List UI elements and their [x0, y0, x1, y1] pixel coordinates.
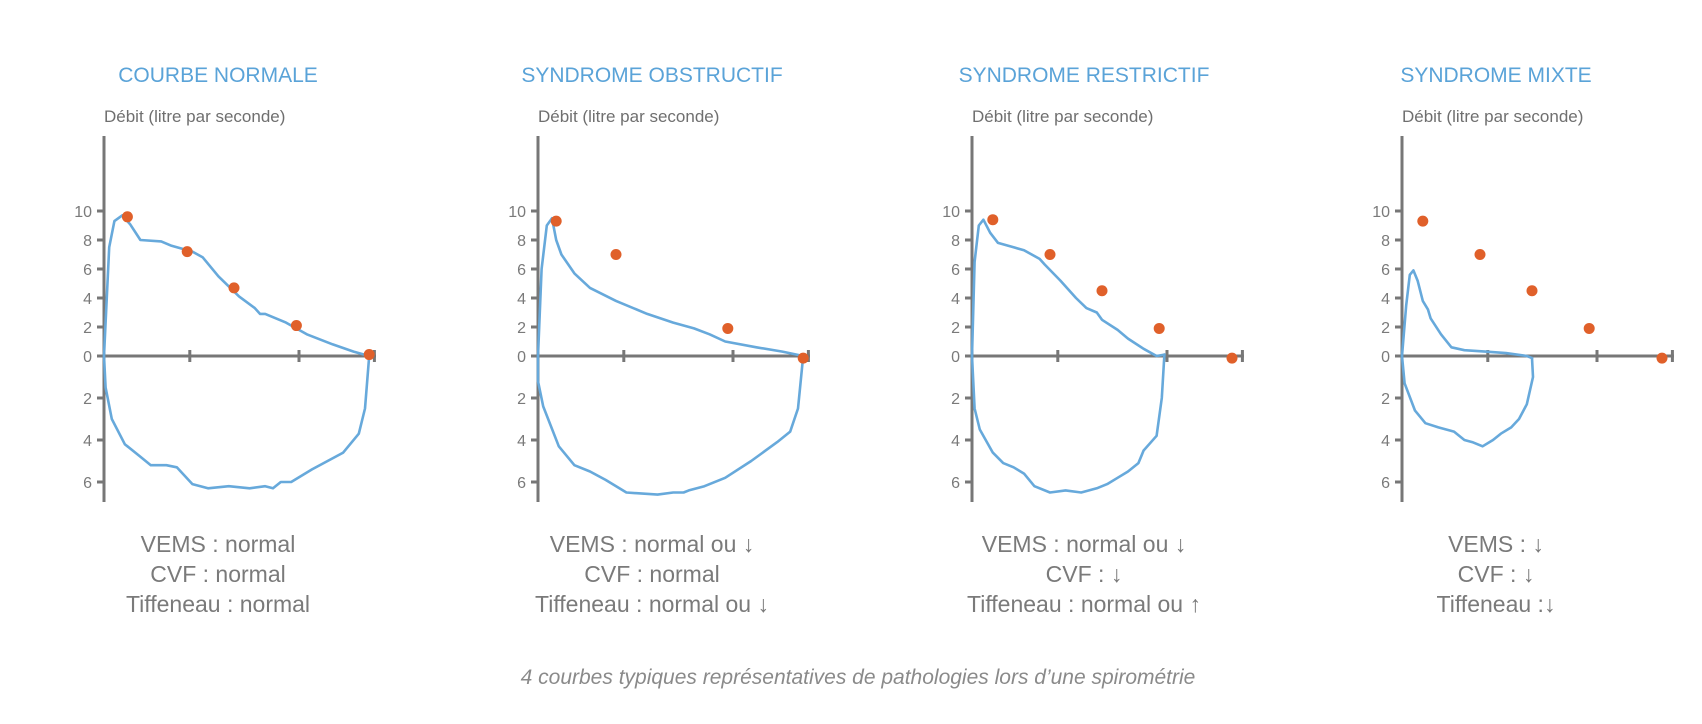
result-note: CVF : normal	[150, 561, 285, 587]
reference-point	[121, 211, 133, 223]
reference-point	[1226, 352, 1238, 364]
result-note: Tiffeneau : normal ou ↑	[967, 591, 1201, 617]
y-tick-label: 2	[951, 320, 960, 337]
reference-point	[228, 282, 240, 294]
y-tick-label: 4	[1381, 433, 1390, 450]
y-tick-label: 2	[1381, 320, 1390, 337]
y-tick-label: 6	[83, 262, 92, 279]
y-tick-label: 2	[517, 320, 526, 337]
result-note: CVF : normal	[584, 561, 719, 587]
chart-panel-1: COURBE NORMALE Débit (litre par seconde) 1…	[74, 64, 376, 617]
y-tick-label: 8	[1381, 233, 1390, 250]
reference-point	[550, 215, 562, 227]
reference-point	[1474, 249, 1486, 260]
reference-point	[1096, 285, 1108, 297]
y-tick-label: 4	[517, 433, 526, 450]
reference-point	[1153, 322, 1165, 334]
result-note: Tiffeneau : normal ou ↓	[535, 591, 769, 617]
reference-point	[610, 249, 622, 260]
reference-point	[1526, 285, 1538, 297]
y-tick-label: 2	[83, 391, 92, 408]
chart-panel-2: SYNDROME OBSTRUCTIF Débit (litre par seco…	[508, 64, 810, 617]
y-tick-label: 10	[74, 204, 92, 221]
chart-title: COURBE NORMALE	[118, 64, 318, 87]
expiratory-curve	[536, 217, 805, 358]
inspiratory-curve	[1400, 354, 1535, 448]
y-tick-label: 8	[951, 233, 960, 250]
y-tick-label: 2	[1381, 391, 1390, 408]
y-tick-label: 4	[951, 291, 960, 308]
reference-point	[722, 322, 734, 334]
y-tick-label: 6	[1381, 475, 1390, 492]
y-tick-label: 10	[508, 204, 526, 221]
y-tick-label: 8	[83, 233, 92, 250]
y-tick-label: 6	[951, 475, 960, 492]
y-tick-label: 0	[1381, 349, 1390, 366]
result-note: VEMS : normal ou ↓	[550, 531, 755, 557]
chart-panel-4: SYNDROME MIXTE Débit (litre par seconde) 1…	[1372, 64, 1674, 617]
result-note: VEMS : ↓	[1448, 531, 1544, 557]
y-axis-label: Débit (litre par seconde)	[1402, 107, 1583, 126]
chart-title: SYNDROME OBSTRUCTIF	[521, 64, 782, 87]
result-note: Tiffeneau : normal	[126, 591, 310, 617]
y-tick-label: 6	[951, 262, 960, 279]
y-tick-label: 4	[517, 291, 526, 308]
result-note: CVF : ↓	[1046, 561, 1123, 587]
reference-point	[1583, 322, 1595, 334]
y-tick-label: 2	[517, 391, 526, 408]
reference-point	[1656, 352, 1668, 364]
result-note: CVF : ↓	[1458, 561, 1535, 587]
figure-caption: 4 courbes typiques représentatives de pa…	[521, 666, 1196, 689]
chart-panel-3: SYNDROME RESTRICTIF Débit (litre par seco…	[942, 64, 1244, 617]
inspiratory-curve	[536, 354, 805, 496]
y-tick-label: 6	[517, 475, 526, 492]
y-tick-label: 0	[517, 349, 526, 366]
y-tick-label: 10	[1372, 204, 1390, 221]
expiratory-curve	[1400, 269, 1534, 360]
reference-point	[797, 352, 809, 364]
y-tick-label: 8	[517, 233, 526, 250]
y-tick-label: 6	[517, 262, 526, 279]
y-axis-label: Débit (litre par seconde)	[972, 107, 1153, 126]
reference-point	[1044, 249, 1056, 260]
y-tick-label: 10	[942, 204, 960, 221]
reference-point	[987, 214, 999, 226]
reference-point	[1417, 215, 1429, 227]
y-tick-label: 4	[951, 433, 960, 450]
result-note: VEMS : normal	[141, 531, 296, 557]
y-tick-label: 4	[83, 291, 92, 308]
chart-title: SYNDROME MIXTE	[1400, 64, 1591, 87]
y-tick-label: 4	[1381, 291, 1390, 308]
y-axis-label: Débit (litre par seconde)	[104, 107, 285, 126]
y-axis-label: Débit (litre par seconde)	[538, 107, 719, 126]
inspiratory-curve	[102, 354, 371, 490]
reference-point	[363, 349, 375, 361]
inspiratory-curve	[970, 353, 1166, 494]
y-tick-label: 0	[83, 349, 92, 366]
y-tick-label: 6	[83, 475, 92, 492]
y-tick-label: 6	[1381, 262, 1390, 279]
result-note: Tiffeneau :↓	[1437, 591, 1556, 617]
y-tick-label: 4	[83, 433, 92, 450]
y-tick-label: 2	[83, 320, 92, 337]
reference-point	[290, 320, 302, 332]
result-note: VEMS : normal ou ↓	[982, 531, 1187, 557]
reference-point	[181, 246, 193, 258]
y-tick-label: 2	[951, 391, 960, 408]
chart-title: SYNDROME RESTRICTIF	[959, 64, 1210, 87]
y-tick-label: 0	[951, 349, 960, 366]
expiratory-curve	[970, 218, 1166, 358]
